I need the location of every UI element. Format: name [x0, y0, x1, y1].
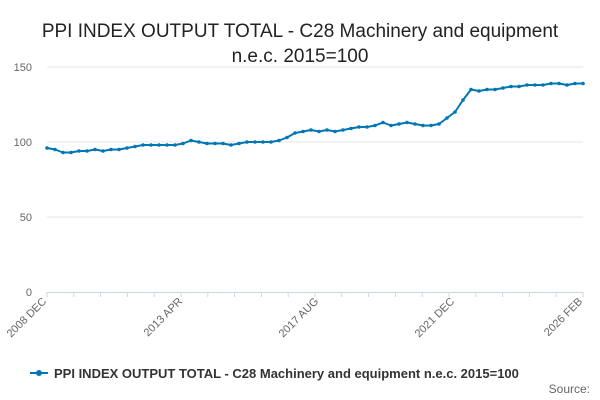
source-credit[interactable]: Source:	[548, 382, 590, 396]
data-point[interactable]	[77, 149, 81, 153]
data-point[interactable]	[485, 87, 489, 92]
data-point[interactable]	[117, 147, 121, 152]
chart-title-line-2: n.e.c. 2015=100	[231, 45, 369, 67]
data-point[interactable]	[357, 125, 361, 129]
data-point[interactable]	[93, 147, 97, 152]
data-point[interactable]	[453, 110, 457, 114]
data-point[interactable]	[157, 143, 161, 147]
data-point[interactable]	[365, 125, 369, 129]
data-point[interactable]	[461, 98, 465, 102]
data-point[interactable]	[421, 123, 425, 128]
data-point[interactable]	[581, 81, 585, 86]
data-point[interactable]	[341, 128, 345, 132]
data-point[interactable]	[325, 128, 329, 132]
data-point[interactable]	[517, 84, 521, 89]
data-point[interactable]	[309, 128, 313, 132]
data-point[interactable]	[317, 129, 321, 134]
data-point[interactable]	[181, 141, 185, 146]
data-point[interactable]	[205, 141, 209, 146]
data-point[interactable]	[221, 141, 225, 146]
data-point[interactable]	[493, 87, 497, 92]
data-point[interactable]	[125, 146, 129, 150]
y-tick-label: 0	[26, 287, 32, 299]
x-tick-label: 2013 APR	[142, 296, 186, 340]
data-point[interactable]	[509, 84, 513, 89]
data-point[interactable]	[445, 116, 449, 120]
data-point[interactable]	[173, 143, 177, 147]
axes	[46, 292, 584, 297]
data-point[interactable]	[101, 149, 105, 153]
data-point[interactable]	[53, 147, 57, 152]
data-point[interactable]	[333, 129, 337, 134]
x-tick-label: 2017 AUG	[277, 296, 321, 340]
data-point[interactable]	[549, 81, 553, 86]
data-point[interactable]	[85, 149, 89, 153]
data-point[interactable]	[573, 81, 577, 86]
data-point[interactable]	[437, 122, 441, 126]
x-tick-label: 2026 FEB	[542, 296, 585, 339]
data-point[interactable]	[141, 143, 145, 147]
data-point[interactable]	[133, 144, 137, 149]
gridlines	[47, 66, 583, 218]
data-point[interactable]	[301, 129, 305, 134]
data-point[interactable]	[477, 89, 481, 93]
data-point[interactable]	[213, 141, 217, 146]
data-point[interactable]	[373, 123, 377, 128]
data-point[interactable]	[541, 83, 545, 87]
x-tick-label: 2008 DEC	[5, 296, 49, 340]
data-point[interactable]	[501, 86, 505, 90]
data-point[interactable]	[261, 140, 265, 144]
data-point[interactable]	[45, 146, 49, 150]
data-point[interactable]	[557, 81, 561, 86]
data-point[interactable]	[229, 143, 233, 147]
y-tick-label: 150	[14, 62, 32, 74]
data-point[interactable]	[277, 138, 281, 143]
data-point[interactable]	[389, 123, 393, 128]
legend-item[interactable]: PPI INDEX OUTPUT TOTAL - C28 Machinery a…	[30, 364, 519, 382]
data-point[interactable]	[165, 143, 169, 147]
y-tick-label: 100	[14, 137, 32, 149]
chart-title-line-1: PPI INDEX OUTPUT TOTAL - C28 Machinery a…	[41, 20, 559, 42]
data-point[interactable]	[237, 141, 241, 146]
data-point[interactable]	[197, 140, 201, 144]
data-point[interactable]	[469, 87, 473, 92]
data-point[interactable]	[285, 135, 289, 140]
legend-label: PPI INDEX OUTPUT TOTAL - C28 Machinery a…	[54, 365, 519, 381]
data-point[interactable]	[397, 122, 401, 126]
data-point[interactable]	[429, 123, 433, 128]
data-point[interactable]	[149, 143, 153, 147]
data-point[interactable]	[413, 122, 417, 126]
data-point[interactable]	[269, 140, 273, 144]
chart-title: PPI INDEX OUTPUT TOTAL - C28 Machinery a…	[0, 19, 600, 69]
tick-labels: 0 50 100 150 2008 DEC 2013 APR 2017 AUG 2021 DE…	[5, 62, 585, 340]
series-layer	[45, 81, 585, 155]
data-point[interactable]	[69, 150, 73, 155]
data-point[interactable]	[405, 120, 409, 125]
x-tick-label: 2021 DEC	[413, 296, 457, 340]
y-tick-label: 50	[20, 212, 32, 224]
data-point[interactable]	[61, 150, 65, 155]
data-point[interactable]	[253, 140, 257, 144]
data-point[interactable]	[525, 83, 529, 87]
data-point[interactable]	[245, 140, 249, 144]
data-point[interactable]	[565, 83, 569, 87]
legend-line-marker-icon	[30, 367, 48, 379]
data-point[interactable]	[349, 126, 353, 131]
data-point[interactable]	[109, 147, 113, 152]
data-point[interactable]	[189, 138, 193, 143]
data-point[interactable]	[381, 120, 385, 125]
data-point[interactable]	[293, 131, 297, 135]
data-point[interactable]	[533, 83, 537, 87]
